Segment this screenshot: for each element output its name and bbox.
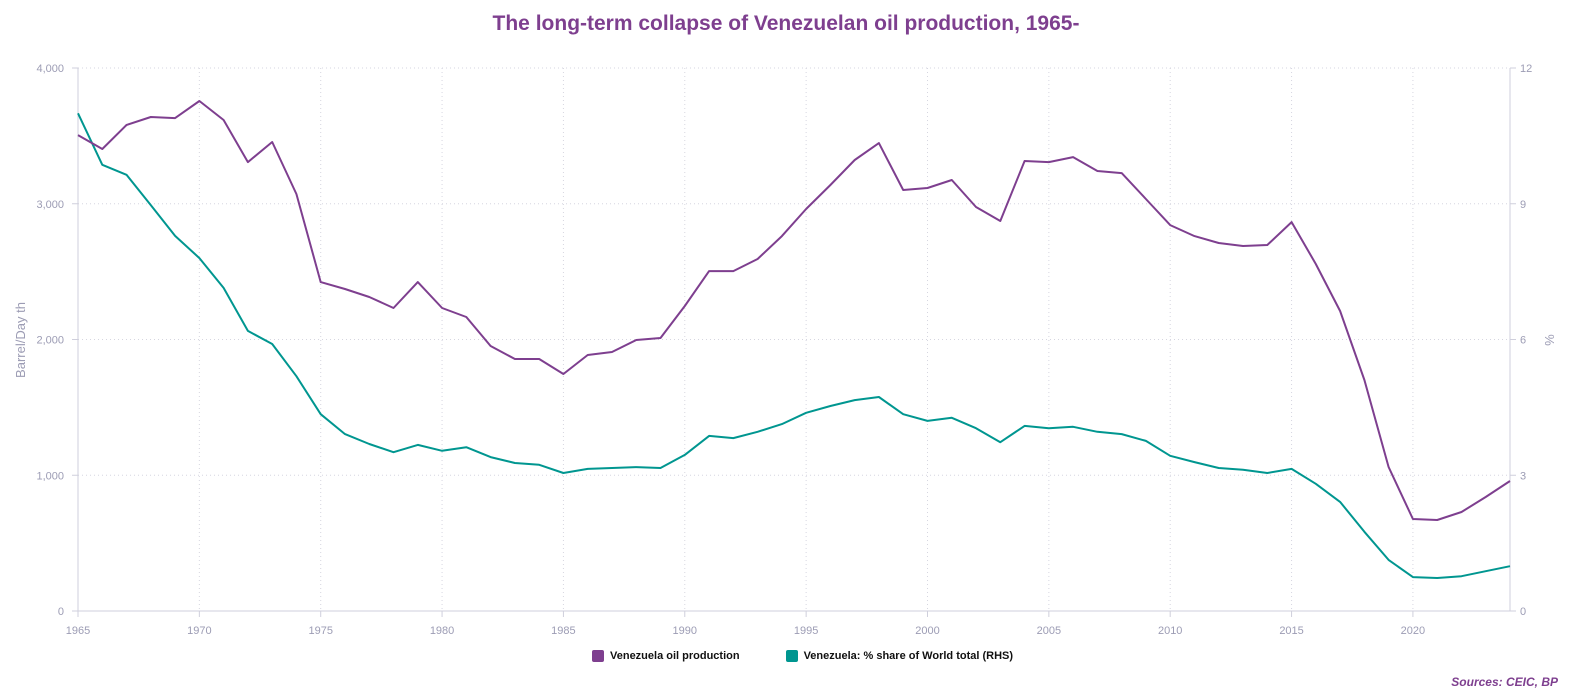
x-tick-label: 2015 — [1279, 625, 1303, 637]
y-tick-label: 2,000 — [36, 335, 64, 347]
chart-title: The long-term collapse of Venezuelan oil… — [492, 12, 1080, 35]
y-tick-label: 1,000 — [36, 470, 64, 482]
x-tick-label: 2010 — [1158, 625, 1182, 637]
y-tick-label: 4,000 — [36, 63, 64, 75]
x-tick-label: 1985 — [551, 625, 575, 637]
gridlines — [78, 67, 1510, 611]
series-line-oil-production — [77, 100, 1511, 521]
x-tick-label: 1965 — [66, 625, 90, 637]
x-tick-label: 1995 — [794, 625, 818, 637]
legend-item-world-share[interactable]: Venezuela: % share of World total (RHS) — [785, 650, 1014, 662]
y2-tick-label: 3 — [1520, 470, 1526, 482]
series-lines — [77, 100, 1511, 579]
source-note: Sources: CEIC, BP — [1451, 675, 1558, 689]
legend-label: Venezuela oil production — [610, 650, 740, 662]
x-tick-label: 1975 — [308, 625, 332, 637]
x-tick-label: 2000 — [915, 625, 939, 637]
axes: 0 0 1,000 3 2,000 6 3,000 9 4,000 12 1965 1970 1975 1… — [36, 63, 1532, 637]
x-tick-label: 1990 — [673, 625, 697, 637]
series-line-world-share — [77, 112, 1511, 579]
legend-swatch — [592, 650, 604, 662]
legend-label: Venezuela: % share of World total (RHS) — [803, 650, 1014, 662]
y-tick-label: 0 — [58, 606, 64, 618]
y2-tick-label: 9 — [1520, 199, 1526, 211]
x-tick-label: 1980 — [430, 625, 454, 637]
y2-tick-label: 12 — [1520, 63, 1532, 75]
x-tick-label: 2005 — [1037, 625, 1061, 637]
x-tick-label: 2020 — [1401, 625, 1425, 637]
y2-tick-label: 0 — [1520, 606, 1526, 618]
y2-axis-label: % — [1542, 334, 1557, 346]
legend-swatch — [785, 650, 798, 662]
legend: Venezuela oil production Venezuela: % sh… — [592, 650, 1013, 662]
legend-item-oil-production[interactable]: Venezuela oil production — [592, 650, 740, 662]
y2-tick-label: 6 — [1520, 335, 1526, 347]
x-tick-label: 1970 — [187, 625, 211, 637]
y-axis-label: Barrel/Day th — [13, 302, 28, 378]
y-tick-label: 3,000 — [36, 199, 64, 211]
